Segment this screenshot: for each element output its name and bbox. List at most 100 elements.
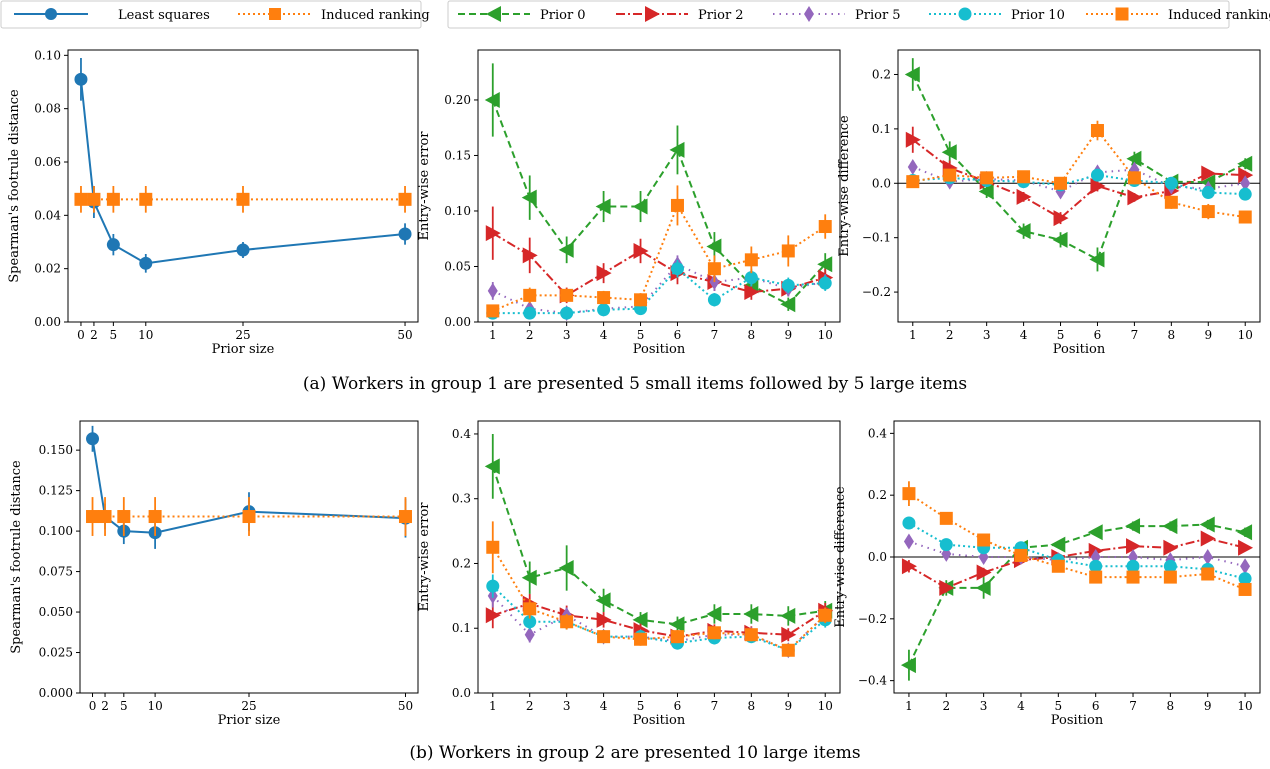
x-tick-label-b3: 1 (905, 699, 913, 713)
data-point-prior0 (978, 183, 994, 200)
x-tick-label-b3: 10 (1237, 699, 1252, 713)
data-point-prior0 (1089, 251, 1105, 268)
series-line-induced_ranking (908, 492, 1246, 591)
x-tick-label-a3: 8 (1168, 328, 1176, 342)
data-point-induced_ranking (87, 192, 101, 206)
x-tick-label-a2: 10 (818, 328, 833, 342)
data-point-prior10 (902, 516, 916, 530)
x-tick-label-b1: 25 (241, 699, 256, 713)
legend-label-prior10: Prior 10 (1011, 8, 1065, 23)
data-point-prior2 (596, 611, 612, 628)
series-induced_ranking-a3 (906, 120, 1252, 224)
x-tick-label-a1: 25 (235, 328, 250, 342)
legend-entry-prior2: Prior 2 (616, 6, 744, 23)
y-tick-label-a2: 0.20 (444, 93, 471, 107)
data-point-prior0 (900, 657, 916, 674)
x-tick-label-b1: 50 (398, 699, 413, 713)
data-point-induced_ranking (486, 540, 500, 554)
legend-label-induced_ranking: Induced ranking (1168, 8, 1270, 23)
data-point-prior10 (707, 293, 721, 307)
data-point-prior10 (523, 306, 537, 320)
x-tick-label-b2: 7 (711, 699, 719, 713)
data-point-prior0 (521, 569, 537, 586)
data-point-prior0 (1126, 150, 1142, 167)
series-line-prior0 (491, 466, 826, 626)
data-point-prior0 (780, 607, 796, 624)
y-tick-label-a3: 0.2 (872, 67, 891, 81)
y-tick-label-a3: 0.1 (872, 122, 891, 136)
data-point-prior2 (1127, 189, 1143, 206)
x-tick-label-b2: 1 (489, 699, 497, 713)
data-point-prior2 (901, 558, 917, 575)
data-point-prior5 (524, 626, 535, 643)
series-line-prior2 (492, 232, 826, 297)
data-point-induced_ranking (939, 511, 953, 525)
data-point-induced_ranking (818, 220, 832, 234)
x-tick-label-b1: 2 (101, 699, 109, 713)
legend-entry-least-squares: Least squares (14, 8, 210, 23)
data-point-prior0 (941, 144, 957, 161)
data-point-induced_ranking (977, 533, 991, 547)
y-tick-label-b2: 0.3 (452, 492, 471, 506)
x-tick-label-a3: 5 (1057, 328, 1065, 342)
data-point-prior10 (1164, 176, 1178, 190)
data-point-prior2 (596, 265, 612, 282)
series-line-induced_ranking (912, 128, 1246, 218)
series-line-prior10 (492, 267, 826, 315)
data-point-prior2 (1090, 178, 1106, 194)
data-point-prior5 (1240, 175, 1251, 192)
legend-marker-prior0 (486, 6, 501, 22)
data-point-induced_ranking (117, 510, 131, 524)
x-tick-label-a3: 10 (1238, 328, 1253, 342)
data-point-prior0 (1237, 524, 1253, 541)
x-tick-label-a3: 7 (1131, 328, 1139, 342)
series-induced_ranking-b2 (486, 521, 832, 657)
data-point-least_squares (398, 227, 412, 241)
data-point-induced_ranking (523, 602, 537, 616)
y-tick-label-a2: 0.00 (444, 315, 471, 329)
y-tick-label-a2: 0.10 (444, 204, 471, 218)
y-axis-label-b2: Entry-wise error (417, 502, 432, 612)
data-point-prior5 (903, 533, 914, 550)
data-point-prior10 (744, 271, 758, 285)
data-point-induced_ranking (86, 510, 100, 524)
data-point-least_squares (106, 238, 120, 252)
x-tick-label-a3: 9 (1204, 328, 1212, 342)
data-point-induced_ranking (1238, 210, 1252, 224)
data-point-induced_ranking (523, 288, 537, 302)
data-point-induced_ranking (906, 175, 920, 189)
x-tick-label-b1: 5 (120, 699, 128, 713)
data-point-prior2 (1053, 210, 1069, 227)
data-point-induced_ranking (236, 192, 250, 206)
x-tick-label-b2: 4 (600, 699, 608, 713)
data-point-prior10 (1090, 168, 1104, 182)
data-point-prior2 (1238, 167, 1254, 184)
data-point-prior0 (484, 458, 500, 475)
legend-marker-prior5 (804, 6, 814, 22)
x-tick-label-b3: 7 (1129, 699, 1137, 713)
data-point-prior2 (1163, 539, 1179, 556)
axes-frame-b1 (79, 420, 419, 694)
data-point-prior0 (595, 198, 611, 215)
x-tick-label-b2: 2 (526, 699, 534, 713)
x-tick-label-a2: 1 (489, 328, 497, 342)
y-tick-label-b3: 0.0 (868, 550, 887, 564)
data-point-prior5 (487, 282, 498, 299)
data-point-least_squares (74, 72, 88, 86)
data-point-prior10 (1163, 559, 1177, 573)
series-induced_ranking-a2 (486, 185, 832, 318)
y-tick-label-b3: 0.4 (868, 426, 887, 440)
legend-label-prior2: Prior 2 (698, 8, 744, 23)
series-prior0-b3 (900, 516, 1253, 681)
y-tick-label-a3: −0.2 (862, 285, 891, 299)
data-point-induced_ranking (781, 244, 795, 258)
data-point-prior5 (1202, 549, 1213, 565)
x-tick-label-a2: 6 (674, 328, 682, 342)
series-induced_ranking-b3 (902, 481, 1252, 596)
x-tick-label-b2: 10 (818, 699, 833, 713)
plot-b3: 1 2 3 4 5 6 7 8 9 10 −0.4 −0.2 0.0 0.2 0.4 Position Entr… (833, 420, 1261, 728)
series-line-prior2 (912, 138, 1246, 220)
data-point-induced_ranking (707, 262, 721, 276)
y-tick-label-a1: 0.02 (34, 262, 61, 276)
